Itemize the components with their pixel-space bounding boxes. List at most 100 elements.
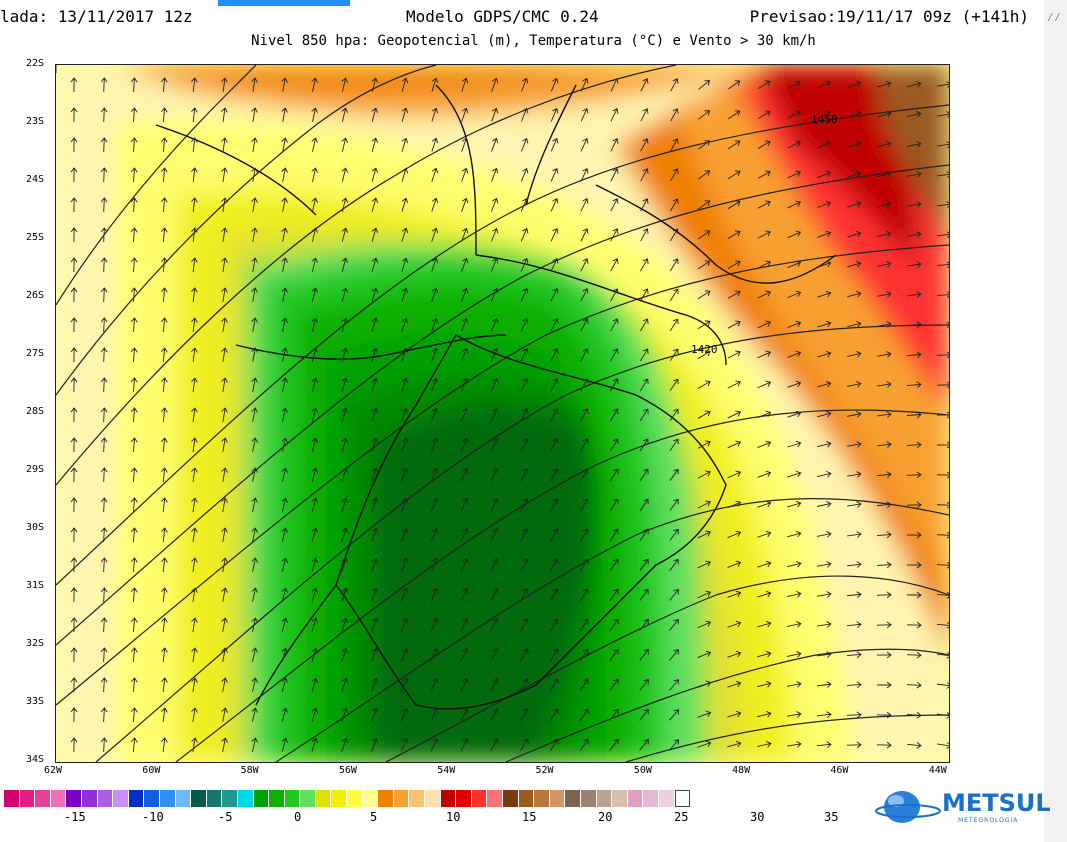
wind-arrow <box>728 80 741 90</box>
wind-arrow <box>341 197 349 212</box>
wind-arrow <box>937 81 949 88</box>
wind-arrow <box>520 167 529 182</box>
wind-arrow <box>757 230 771 239</box>
wind-arrow <box>877 170 892 178</box>
wind-arrow <box>906 471 922 479</box>
wind-arrow <box>401 587 409 602</box>
wind-arrow <box>906 531 922 539</box>
wind-arrow <box>311 107 318 122</box>
wind-arrow <box>669 649 679 661</box>
wind-arrow <box>161 617 168 633</box>
wind-arrow <box>580 408 589 422</box>
colorbar-swatch <box>503 790 519 807</box>
wind-arrow <box>431 257 439 272</box>
wind-arrow <box>877 140 892 148</box>
wind-arrow <box>580 348 589 362</box>
wind-arrow <box>401 407 409 422</box>
wind-arrow <box>100 647 108 663</box>
wind-arrow <box>847 170 862 178</box>
wind-arrow <box>757 410 772 419</box>
wind-arrow <box>609 498 619 512</box>
wind-arrow <box>847 381 862 388</box>
wind-arrow <box>191 257 198 273</box>
wind-arrow <box>311 647 319 662</box>
wind-arrow <box>490 738 499 752</box>
wind-arrow <box>281 617 289 632</box>
wind-arrow <box>639 438 649 452</box>
wind-arrow <box>817 561 832 568</box>
lon-label: 52W <box>535 765 554 776</box>
wind-arrow <box>100 557 108 573</box>
wind-arrow <box>191 497 198 512</box>
wind-arrow <box>491 167 499 182</box>
wind-arrow <box>816 681 832 688</box>
wind-arrow <box>907 201 922 208</box>
wind-arrow <box>161 707 168 723</box>
wind-arrow <box>639 468 649 482</box>
wind-arrow <box>727 590 742 598</box>
wind-arrow <box>609 648 619 661</box>
wind-arrow <box>430 707 439 722</box>
wind-arrow <box>876 441 892 448</box>
wind-arrow <box>70 137 78 153</box>
wind-arrow <box>579 588 589 602</box>
wind-arrow <box>100 257 108 273</box>
wind-arrow <box>371 557 379 572</box>
wind-arrow <box>670 228 679 242</box>
wind-arrow <box>876 591 892 599</box>
wind-arrow <box>130 617 138 633</box>
wind-arrow <box>877 351 892 358</box>
wind-arrow <box>520 438 529 452</box>
wind-arrow <box>936 591 949 599</box>
wind-arrow <box>311 167 318 182</box>
wind-arrow <box>371 527 379 542</box>
lon-label: 56W <box>338 765 357 776</box>
wind-arrow <box>580 318 589 332</box>
wind-arrow <box>130 197 138 213</box>
wind-arrow <box>281 407 288 422</box>
wind-arrow <box>281 227 288 242</box>
colorbar-label: -5 <box>218 810 233 824</box>
wind-arrow <box>640 78 649 92</box>
wind-arrow <box>727 620 742 628</box>
window-right-edge <box>1044 0 1067 842</box>
wind-arrow <box>491 107 499 122</box>
wind-arrow <box>100 437 108 453</box>
wind-arrow <box>936 441 949 449</box>
wind-arrow <box>610 228 619 242</box>
wind-arrow <box>550 227 559 242</box>
wind-arrow <box>191 347 198 362</box>
wind-arrow <box>640 258 649 272</box>
wind-arrow <box>580 288 589 302</box>
wind-arrow <box>341 287 349 302</box>
wind-arrow <box>130 377 138 393</box>
colorbar-swatch <box>612 790 628 807</box>
wind-arrow <box>669 739 680 751</box>
wind-arrow <box>281 467 289 482</box>
wind-arrow <box>936 471 949 479</box>
wind-arrow <box>130 737 138 753</box>
wind-arrow <box>341 377 349 392</box>
wind-arrow <box>311 587 319 602</box>
wind-arrow <box>160 107 168 123</box>
wind-arrow <box>817 260 832 268</box>
wind-arrow <box>221 317 228 332</box>
wind-arrow <box>461 77 469 92</box>
wind-arrow <box>460 648 469 662</box>
wind-arrow <box>70 467 78 483</box>
wind-arrow <box>221 287 228 302</box>
wind-arrow <box>847 140 862 148</box>
wind-arrow <box>847 260 862 268</box>
wind-arrow <box>906 351 922 359</box>
wind-arrow <box>846 591 862 598</box>
wind-arrow <box>191 197 198 213</box>
wind-arrow <box>490 287 499 302</box>
wind-arrow <box>579 648 589 662</box>
wind-arrow <box>100 497 108 513</box>
resize-handle-icon[interactable]: ⁄⁄ <box>1046 10 1061 24</box>
wind-arrow <box>130 257 138 273</box>
wind-arrow <box>907 111 922 118</box>
colorbar-swatch <box>518 790 535 807</box>
wind-arrow <box>876 741 892 749</box>
wind-arrow <box>371 407 379 422</box>
